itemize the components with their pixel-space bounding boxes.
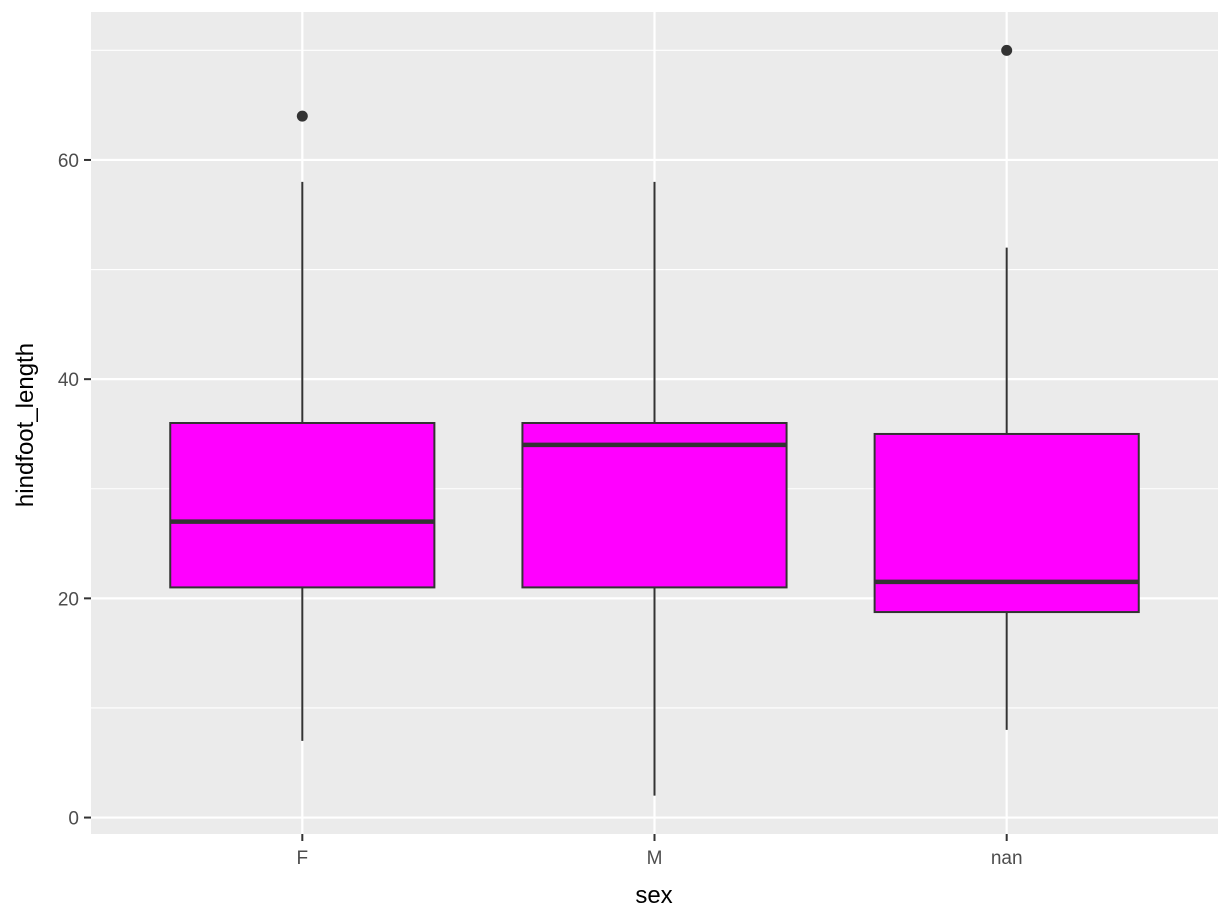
outlier-point — [296, 110, 308, 122]
y-axis-title: hindfoot_length — [12, 343, 39, 507]
y-tick-label: 0 — [68, 809, 79, 830]
x-tick-label: M — [647, 848, 663, 869]
box-group-M — [521, 181, 788, 796]
y-tick-label: 20 — [58, 589, 79, 610]
x-axis-title: sex — [635, 882, 672, 909]
box-iqr — [521, 422, 788, 589]
box-group-nan — [873, 44, 1140, 730]
box-layer — [169, 44, 1140, 796]
y-tick-label: 40 — [58, 370, 79, 391]
outlier-point — [1001, 44, 1013, 56]
x-tick-label: F — [297, 848, 309, 869]
box-iqr — [873, 432, 1140, 614]
x-tick-label: nan — [991, 848, 1023, 869]
box-iqr — [169, 422, 436, 589]
y-tick-label: 60 — [58, 151, 79, 172]
box-group-F — [169, 110, 436, 741]
